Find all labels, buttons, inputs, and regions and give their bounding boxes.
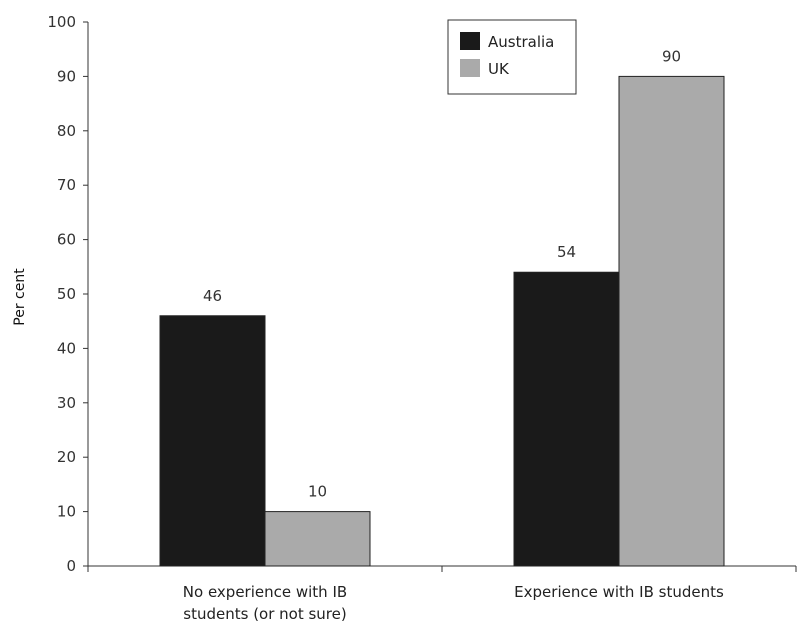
- bars: [160, 76, 724, 566]
- category-label: No experience with IB: [183, 583, 347, 601]
- bar-uk-0: [265, 512, 370, 566]
- legend-label-australia: Australia: [488, 33, 554, 51]
- y-axis-title: Per cent: [12, 268, 28, 326]
- legend-label-uk: UK: [488, 60, 510, 78]
- y-tick-label: 50: [57, 285, 76, 303]
- y-tick-label: 10: [57, 503, 76, 521]
- bar-value-label: 10: [308, 483, 327, 501]
- bar-australia-0: [160, 316, 265, 566]
- y-tick-label: 80: [57, 122, 76, 140]
- y-tick-label: 90: [57, 67, 76, 85]
- legend-box: [448, 20, 576, 94]
- category-label: students (or not sure): [183, 605, 346, 623]
- bar-value-label: 90: [662, 47, 681, 65]
- x-axis: [88, 566, 796, 572]
- bar-value-label: 54: [557, 243, 576, 261]
- y-tick-label: 70: [57, 176, 76, 194]
- legend: Australia UK: [448, 20, 576, 94]
- y-axis: 0 10 20 30 40 50 60 70 80 90 100: [47, 13, 88, 575]
- y-tick-label: 20: [57, 448, 76, 466]
- y-tick-label: 40: [57, 339, 76, 357]
- category-labels: No experience with IB students (or not su…: [183, 583, 724, 623]
- y-tick-label: 100: [47, 13, 76, 31]
- y-tick-label: 60: [57, 231, 76, 249]
- bar-australia-1: [514, 272, 619, 566]
- y-tick-label: 30: [57, 394, 76, 412]
- bar-uk-1: [619, 76, 724, 566]
- bar-value-label: 46: [203, 287, 222, 305]
- legend-swatch-uk: [460, 59, 480, 77]
- category-label: Experience with IB students: [514, 583, 724, 601]
- y-tick-label: 0: [66, 557, 76, 575]
- legend-swatch-australia: [460, 32, 480, 50]
